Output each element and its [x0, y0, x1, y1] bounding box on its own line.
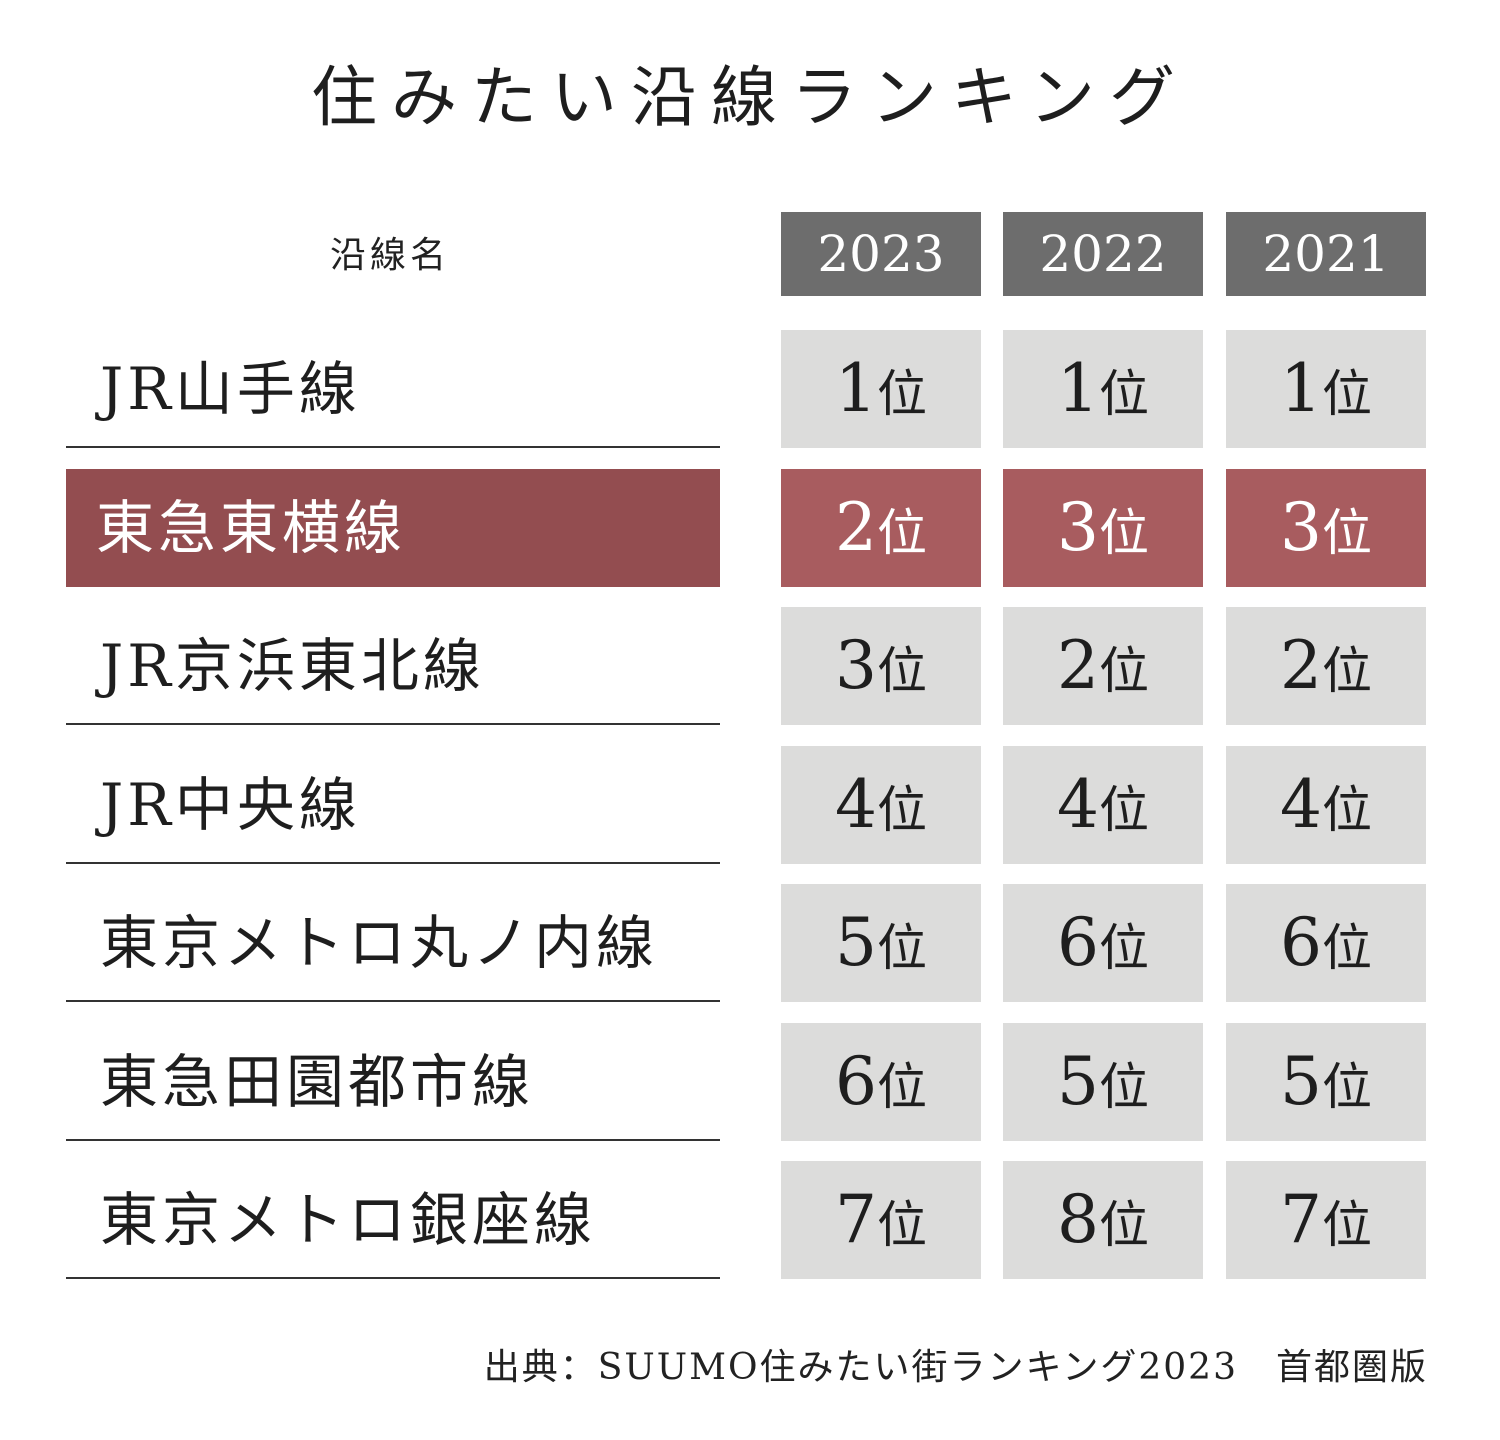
table-row: 東京メトロ丸ノ内線 5位 6位 6位: [66, 884, 1427, 1002]
line-name: JR京浜東北線: [66, 607, 720, 725]
rank-number: 8: [1057, 1181, 1099, 1258]
rank-number: 2: [835, 489, 877, 566]
line-name-column-header: 沿線名: [329, 235, 450, 276]
rank-cell-2022: 8位: [1003, 1161, 1203, 1279]
rank-number: 3: [1280, 489, 1322, 566]
line-name: 東京メトロ銀座線: [66, 1161, 720, 1279]
rank-cell-2023: 5位: [781, 884, 981, 1002]
rank-suffix: 位: [877, 365, 927, 423]
rank-cell-2021: 2位: [1226, 607, 1426, 725]
line-name: 東急田園都市線: [66, 1023, 720, 1141]
year-header-2021: 2021: [1226, 212, 1426, 296]
rank-suffix: 位: [1099, 365, 1149, 423]
rank-suffix: 位: [877, 642, 927, 700]
rank-cell-2021: 4位: [1226, 746, 1426, 864]
rank-suffix: 位: [1099, 781, 1149, 839]
rank-number: 4: [1057, 766, 1099, 843]
rank-cell-2021: 3位: [1226, 469, 1426, 587]
line-name: JR中央線: [66, 746, 720, 864]
year-header-2022: 2022: [1003, 212, 1203, 296]
rank-number: 6: [1280, 904, 1322, 981]
rank-number: 2: [1057, 627, 1099, 704]
rank-number: 7: [835, 1181, 877, 1258]
table-row: 東京メトロ銀座線 7位 8位 7位: [66, 1161, 1427, 1279]
rank-cell-2023: 3位: [781, 607, 981, 725]
rank-suffix: 位: [877, 1058, 927, 1116]
rank-cell-2023: 4位: [781, 746, 981, 864]
table-row: 東急東横線 2位 3位 3位: [66, 469, 1427, 587]
rank-number: 5: [1280, 1043, 1322, 1120]
rank-suffix: 位: [1099, 1196, 1149, 1254]
rank-cell-2023: 2位: [781, 469, 981, 587]
rank-suffix: 位: [877, 919, 927, 977]
rank-cell-2022: 4位: [1003, 746, 1203, 864]
rank-suffix: 位: [1322, 781, 1372, 839]
year-header-2023: 2023: [781, 212, 981, 296]
rank-number: 1: [1280, 350, 1322, 427]
rank-number: 3: [1057, 489, 1099, 566]
table-row: JR山手線 1位 1位 1位: [66, 330, 1427, 448]
rank-cell-2021: 6位: [1226, 884, 1426, 1002]
rank-number: 2: [1280, 627, 1322, 704]
table-row: JR京浜東北線 3位 2位 2位: [66, 607, 1427, 725]
rank-suffix: 位: [1099, 1058, 1149, 1116]
line-name: JR山手線: [66, 330, 720, 448]
rank-cell-2023: 7位: [781, 1161, 981, 1279]
chart-title: 住みたい沿線ランキング: [310, 59, 1190, 136]
rank-cell-2023: 6位: [781, 1023, 981, 1141]
rank-number: 6: [1057, 904, 1099, 981]
rank-number: 4: [1280, 766, 1322, 843]
rank-suffix: 位: [1322, 1196, 1372, 1254]
rank-suffix: 位: [1322, 642, 1372, 700]
rank-suffix: 位: [877, 1196, 927, 1254]
rank-cell-2023: 1位: [781, 330, 981, 448]
rank-number: 5: [1057, 1043, 1099, 1120]
rank-suffix: 位: [1322, 504, 1372, 562]
rank-suffix: 位: [877, 504, 927, 562]
source-note: 出典：SUUMO住みたい街ランキング2023 首都圏版: [483, 1347, 1428, 1388]
rank-cell-2021: 1位: [1226, 330, 1426, 448]
rank-cell-2022: 3位: [1003, 469, 1203, 587]
rank-number: 6: [835, 1043, 877, 1120]
rank-suffix: 位: [1099, 642, 1149, 700]
rank-suffix: 位: [1322, 919, 1372, 977]
rank-number: 1: [1057, 350, 1099, 427]
rank-suffix: 位: [1322, 1058, 1372, 1116]
rank-suffix: 位: [1099, 919, 1149, 977]
rank-number: 3: [835, 627, 877, 704]
rank-suffix: 位: [1322, 365, 1372, 423]
line-name: 東京メトロ丸ノ内線: [66, 884, 720, 1002]
rank-number: 5: [835, 904, 877, 981]
rank-number: 7: [1280, 1181, 1322, 1258]
rank-cell-2021: 5位: [1226, 1023, 1426, 1141]
rank-number: 4: [835, 766, 877, 843]
rank-cell-2022: 2位: [1003, 607, 1203, 725]
table-row: JR中央線 4位 4位 4位: [66, 746, 1427, 864]
rank-cell-2022: 1位: [1003, 330, 1203, 448]
rank-cell-2021: 7位: [1226, 1161, 1426, 1279]
rank-cell-2022: 5位: [1003, 1023, 1203, 1141]
rank-number: 1: [835, 350, 877, 427]
rank-cell-2022: 6位: [1003, 884, 1203, 1002]
table-row: 東急田園都市線 6位 5位 5位: [66, 1023, 1427, 1141]
line-name: 東急東横線: [66, 469, 720, 587]
rank-suffix: 位: [1099, 504, 1149, 562]
rank-suffix: 位: [877, 781, 927, 839]
